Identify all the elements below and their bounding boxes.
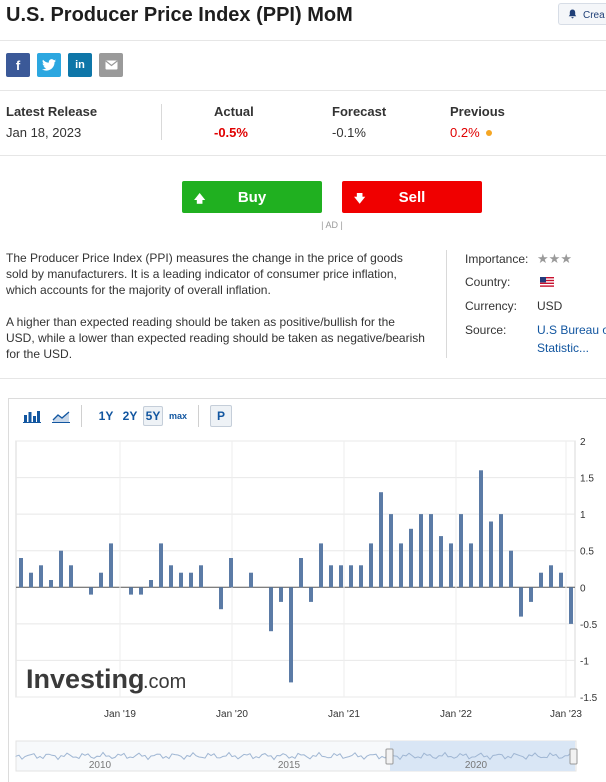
divider bbox=[0, 155, 606, 156]
latest-release: Latest Release Jan 18, 2023 bbox=[6, 104, 97, 140]
arrow-down-icon: 🡇 bbox=[354, 193, 366, 205]
source-link-more[interactable]: Statistic... bbox=[537, 341, 590, 355]
actual-value: -0.5% bbox=[214, 125, 248, 140]
star-icon: ★ bbox=[537, 251, 549, 266]
page-title: U.S. Producer Price Index (PPI) MoM bbox=[6, 4, 353, 26]
separator bbox=[81, 405, 82, 427]
bar-chart-button[interactable] bbox=[20, 406, 44, 426]
description: The Producer Price Index (PPI) measures … bbox=[6, 250, 426, 378]
actual: Actual -0.5% bbox=[214, 104, 254, 140]
divider bbox=[0, 378, 606, 379]
currency-label: Currency: bbox=[465, 299, 518, 313]
divider bbox=[0, 90, 606, 91]
source-row-2: Statistic... bbox=[537, 341, 589, 355]
separator bbox=[446, 250, 447, 358]
range-button-2y[interactable]: 2Y bbox=[122, 409, 138, 423]
sell-label: Sell bbox=[398, 188, 426, 206]
star-icon: ★ bbox=[548, 251, 561, 266]
linkedin-icon[interactable]: in bbox=[68, 53, 92, 77]
source-link[interactable]: U.S Bureau o bbox=[537, 323, 606, 337]
previous-label: Previous bbox=[450, 104, 505, 119]
create-alert-button[interactable]: Crea bbox=[558, 3, 606, 25]
previous-value: 0.2% bbox=[450, 125, 480, 140]
description-paragraph: A higher than expected reading should be… bbox=[6, 315, 425, 361]
divider bbox=[0, 40, 606, 41]
latest-release-date: Jan 18, 2023 bbox=[6, 125, 82, 140]
area-chart-button[interactable] bbox=[50, 406, 72, 426]
area-chart-icon bbox=[52, 411, 70, 423]
importance-row: Importance: ★★★ bbox=[465, 251, 572, 267]
separator bbox=[161, 104, 162, 140]
importance-label: Importance: bbox=[465, 252, 529, 266]
twitter-icon[interactable] bbox=[37, 53, 61, 77]
sell-button[interactable]: 🡇 Sell bbox=[342, 181, 482, 213]
previous-value-wrap: 0.2% bbox=[450, 125, 505, 140]
facebook-icon[interactable]: f bbox=[6, 53, 30, 77]
buy-label: Buy bbox=[237, 188, 267, 206]
currency-row: Currency: USD bbox=[465, 299, 562, 313]
p-button[interactable]: P bbox=[210, 405, 232, 427]
currency-value: USD bbox=[537, 299, 563, 313]
importance-stars: ★★★ bbox=[537, 251, 572, 266]
bar-chart-icon bbox=[23, 411, 41, 423]
share-bar: f in bbox=[6, 53, 123, 77]
email-icon[interactable] bbox=[99, 53, 123, 77]
create-alert-label: Crea bbox=[583, 10, 605, 21]
bell-icon bbox=[568, 9, 577, 19]
description-paragraph: The Producer Price Index (PPI) measures … bbox=[6, 251, 403, 297]
range-button-max[interactable]: max bbox=[168, 411, 187, 421]
source-row: Source: U.S Bureau o bbox=[465, 323, 606, 337]
revision-dot-icon bbox=[485, 130, 492, 136]
forecast: Forecast -0.1% bbox=[332, 104, 386, 140]
buy-button[interactable]: 🡅 Buy bbox=[182, 181, 322, 213]
release-summary: Latest Release Jan 18, 2023 Actual -0.5%… bbox=[0, 104, 606, 148]
separator bbox=[198, 405, 199, 427]
source-label: Source: bbox=[465, 323, 507, 337]
latest-release-label: Latest Release bbox=[6, 104, 98, 119]
star-icon: ★ bbox=[560, 251, 572, 266]
actual-label: Actual bbox=[214, 104, 254, 119]
range-button-5y[interactable]: 5Y bbox=[143, 406, 163, 426]
range-button-1y[interactable]: 1Y bbox=[98, 409, 114, 423]
country-row: Country: bbox=[465, 275, 555, 289]
ad-label: | AD | bbox=[321, 220, 343, 230]
forecast-label: Forecast bbox=[332, 104, 387, 119]
forecast-value: -0.1% bbox=[332, 125, 366, 140]
us-flag-icon bbox=[540, 277, 555, 287]
country-label: Country: bbox=[465, 275, 511, 289]
arrow-up-icon: 🡅 bbox=[194, 193, 206, 205]
chart-panel bbox=[8, 398, 606, 782]
previous: Previous 0.2% bbox=[450, 104, 505, 140]
